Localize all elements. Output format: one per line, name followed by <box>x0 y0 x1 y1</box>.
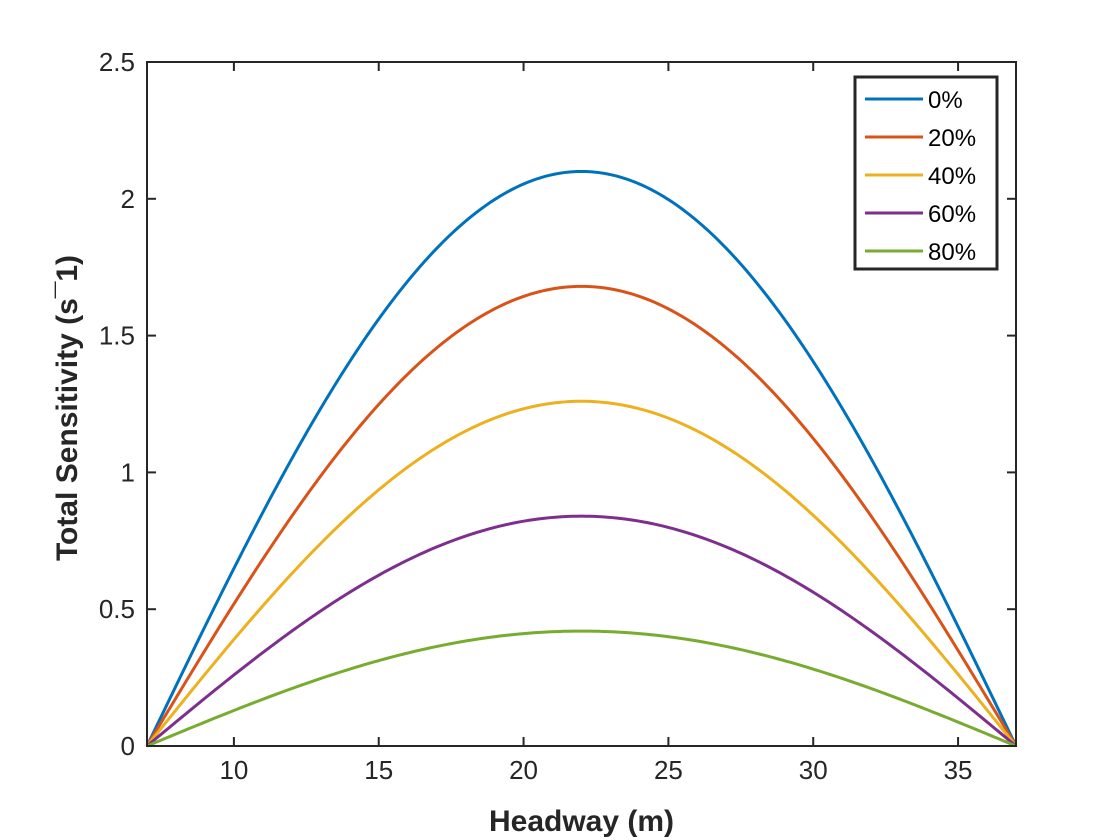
series-line-1 <box>145 169 1018 747</box>
y-tick-label: 1 <box>121 457 135 487</box>
series-line-2 <box>145 284 1018 747</box>
series-line-5 <box>146 629 1017 748</box>
y-tick-label: 1.5 <box>99 321 135 351</box>
legend-label-5: 80% <box>928 239 976 266</box>
series-lines <box>145 169 1018 748</box>
legend-label-2: 20% <box>928 125 976 152</box>
x-tick-label: 35 <box>944 755 973 785</box>
y-tick-label: 0 <box>121 731 135 761</box>
x-tick-label: 10 <box>219 755 248 785</box>
x-tick-label: 15 <box>364 755 393 785</box>
series-line-3 <box>145 399 1018 747</box>
series-line-4 <box>146 514 1017 748</box>
x-tick-label: 30 <box>799 755 828 785</box>
y-tick-label: 2 <box>121 184 135 214</box>
axis-tick-labels: 10 15 20 25 30 35 0 0.5 1 1.5 2 2.5 <box>99 47 973 785</box>
x-tick-label: 20 <box>509 755 538 785</box>
axis-ticks <box>147 61 1016 747</box>
y-axis-title: Total Sensitivity (s¯1) <box>51 255 84 561</box>
legend-box <box>853 75 999 271</box>
legend-label-1: 0% <box>928 87 963 114</box>
legend-label-4: 60% <box>928 201 976 228</box>
y-tick-label: 2.5 <box>99 47 135 77</box>
legend: 0% 20% 40% 60% 80% <box>853 75 999 271</box>
legend-label-3: 40% <box>928 163 976 190</box>
x-axis-title: Headway (m) <box>489 805 674 838</box>
y-tick-label: 0.5 <box>99 594 135 624</box>
axes-box <box>146 61 1017 747</box>
x-tick-label: 25 <box>654 755 683 785</box>
